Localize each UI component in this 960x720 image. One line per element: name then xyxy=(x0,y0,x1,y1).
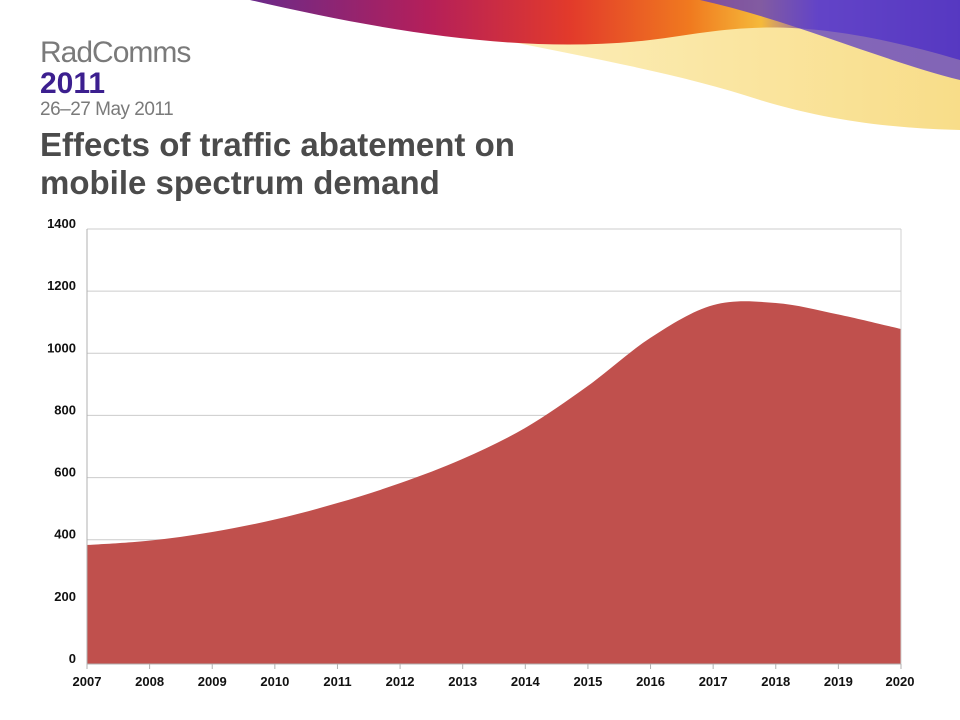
x-tick-label-2008: 2008 xyxy=(135,674,164,689)
x-tick-label-2019: 2019 xyxy=(824,674,853,689)
area-series-demand xyxy=(87,301,901,664)
logo-dates: 26–27 May 2011 xyxy=(40,99,174,120)
logo-brand: RadComms xyxy=(40,36,191,69)
x-tick-label-2011: 2011 xyxy=(323,674,351,689)
y-tick-label-600: 600 xyxy=(54,465,76,480)
y-tick-label-1400: 1400 xyxy=(47,216,76,231)
y-tick-label-0: 0 xyxy=(69,651,76,666)
y-tick-label-1200: 1200 xyxy=(47,278,76,293)
slide-title: Effects of traffic abatement on mobile s… xyxy=(40,126,680,202)
x-tick-label-2017: 2017 xyxy=(699,674,728,689)
chart-axes xyxy=(86,229,902,665)
y-axis-tick-labels: 0 200 400 600 800 1000 1200 1400 xyxy=(47,216,76,666)
slide-title-line-1: Effects of traffic abatement on xyxy=(40,126,515,163)
x-axis-tick-labels: 2007 2008 2009 2010 2011 2012 2013 2014 2015 2016… xyxy=(73,664,915,689)
x-tick-label-2016: 2016 xyxy=(636,674,665,689)
banner-purple-stripes xyxy=(700,0,960,80)
chart-area-layer xyxy=(86,301,902,664)
y-tick-label-800: 800 xyxy=(54,402,76,417)
x-tick-label-2007: 2007 xyxy=(73,674,102,689)
x-tick-label-2013: 2013 xyxy=(448,674,477,689)
header-banner xyxy=(250,0,960,130)
x-tick-label-2015: 2015 xyxy=(573,674,602,689)
slide-title-line-2: mobile spectrum demand xyxy=(40,164,440,201)
y-tick-label-200: 200 xyxy=(54,589,76,604)
y-tick-label-400: 400 xyxy=(54,527,76,542)
x-tick-label-2012: 2012 xyxy=(386,674,415,689)
y-tick-label-1000: 1000 xyxy=(47,340,76,355)
radcomms-logo: RadComms 2011 26–27 May 2011 xyxy=(40,36,191,121)
x-tick-label-2018: 2018 xyxy=(761,674,790,689)
logo-year: 2011 xyxy=(40,67,106,100)
x-tick-label-2014: 2014 xyxy=(511,674,541,689)
x-tick-label-2009: 2009 xyxy=(198,674,227,689)
x-tick-label-2020: 2020 xyxy=(886,674,915,689)
x-tick-label-2010: 2010 xyxy=(260,674,289,689)
